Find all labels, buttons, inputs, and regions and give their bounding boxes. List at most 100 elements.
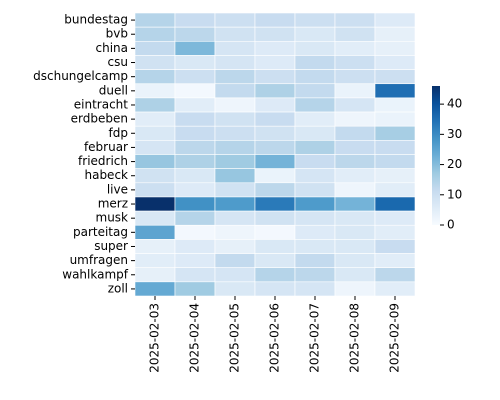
heatmap-cell xyxy=(374,83,416,99)
y-tick-label: eintracht xyxy=(74,97,129,111)
heatmap-cell xyxy=(214,125,256,141)
heatmap-cell xyxy=(134,97,176,113)
heatmap-cell xyxy=(334,168,376,184)
heatmap-cell xyxy=(294,210,336,226)
heatmap-cell xyxy=(214,224,256,240)
heatmap-cell xyxy=(374,168,416,184)
heatmap-cell xyxy=(294,26,336,42)
heatmap-cell xyxy=(374,69,416,85)
heatmap-cell xyxy=(214,140,256,155)
heatmap-cell xyxy=(214,26,256,42)
heatmap-cell xyxy=(254,196,296,212)
y-tick-label: februar xyxy=(84,140,128,154)
heatmap-cell xyxy=(374,182,416,198)
heatmap-cell xyxy=(374,196,416,212)
heatmap-cell xyxy=(334,281,376,297)
heatmap-cell xyxy=(334,26,376,42)
y-tick-label: friedrich xyxy=(78,154,128,168)
heatmap-cell xyxy=(134,224,176,240)
heatmap-cell xyxy=(334,224,376,240)
heatmap-cell xyxy=(374,267,416,283)
y-tick-label: live xyxy=(107,182,128,196)
heatmap-cell xyxy=(334,210,376,226)
heatmap-cell xyxy=(174,55,216,70)
heatmap-cell xyxy=(174,97,216,113)
heatmap-cell xyxy=(214,253,256,269)
y-tick-label: bvb xyxy=(106,27,128,41)
heatmap-cell xyxy=(134,253,176,269)
heatmap-cell xyxy=(334,55,376,70)
heatmap-cell xyxy=(294,196,336,212)
y-tick-label: duell xyxy=(99,83,128,97)
heatmap-cell xyxy=(334,97,376,113)
x-tick-label: 2025-02-04 xyxy=(188,303,202,373)
heatmap-cell xyxy=(294,55,336,70)
heatmap-cell xyxy=(134,196,176,212)
heatmap-cell xyxy=(254,281,296,297)
heatmap-cell xyxy=(174,140,216,155)
heatmap-cell xyxy=(334,182,376,198)
y-tick-label: dschungelcamp xyxy=(33,69,128,83)
heatmap-cell xyxy=(254,97,296,113)
heatmap-cell xyxy=(214,267,256,283)
heatmap-cell xyxy=(334,154,376,169)
heatmap-cell xyxy=(214,281,256,297)
heatmap-cell xyxy=(254,154,296,169)
colorbar-tick-label: 30 xyxy=(447,127,462,141)
heatmap-cell xyxy=(294,239,336,254)
heatmap-cell xyxy=(334,40,376,56)
heatmap-cell xyxy=(374,253,416,269)
heatmap-cell xyxy=(374,111,416,127)
heatmap-cell xyxy=(374,125,416,141)
heatmap-cell xyxy=(334,239,376,254)
y-tick-label: musk xyxy=(96,211,129,225)
y-tick-label: erdbeben xyxy=(71,112,128,126)
heatmap-cell xyxy=(214,40,256,56)
heatmap-cell xyxy=(174,196,216,212)
heatmap-cell xyxy=(214,55,256,70)
heatmap-cell xyxy=(254,140,296,155)
heatmap-cell xyxy=(174,69,216,85)
heatmap-cell xyxy=(334,83,376,99)
heatmap-cell xyxy=(294,97,336,113)
heatmap-cell xyxy=(374,210,416,226)
colorbar-tick-label: 20 xyxy=(447,157,462,171)
heatmap-cell xyxy=(174,239,216,254)
heatmap-cell xyxy=(334,125,376,141)
y-tick-label: china xyxy=(96,41,129,55)
heatmap-cell xyxy=(294,69,336,85)
x-tick-label: 2025-02-08 xyxy=(348,303,362,373)
heatmap-cell xyxy=(134,281,176,297)
heatmap-cell xyxy=(214,239,256,254)
heatmap-cell xyxy=(214,154,256,169)
heatmap-cell xyxy=(254,182,296,198)
heatmap-cell xyxy=(134,239,176,254)
heatmap-cell xyxy=(134,40,176,56)
heatmap-cell xyxy=(174,83,216,99)
y-tick-label: merz xyxy=(98,197,128,211)
heatmap-cell xyxy=(134,267,176,283)
heatmap-cell xyxy=(294,281,336,297)
y-tick-label: fdp xyxy=(109,126,128,140)
heatmap-cell xyxy=(334,253,376,269)
heatmap-cell xyxy=(334,140,376,155)
y-tick-label: zoll xyxy=(108,281,128,295)
heatmap-cell xyxy=(254,125,296,141)
heatmap-cell xyxy=(254,40,296,56)
x-tick-label: 2025-02-07 xyxy=(308,303,322,373)
heatmap-cell xyxy=(254,168,296,184)
heatmap-cell xyxy=(294,125,336,141)
heatmap-cell xyxy=(294,83,336,99)
x-tick-label: 2025-02-09 xyxy=(388,303,402,373)
heatmap-cell xyxy=(374,140,416,155)
y-tick-label: wahlkampf xyxy=(62,267,129,281)
heatmap-cell xyxy=(294,182,336,198)
heatmap-cell xyxy=(174,125,216,141)
y-tick-label: bundestag xyxy=(64,13,128,27)
heatmap-cell xyxy=(294,168,336,184)
heatmap-cell xyxy=(254,111,296,127)
colorbar-tick-label: 10 xyxy=(447,187,462,201)
heatmap-cell xyxy=(174,210,216,226)
heatmap-cell xyxy=(174,168,216,184)
